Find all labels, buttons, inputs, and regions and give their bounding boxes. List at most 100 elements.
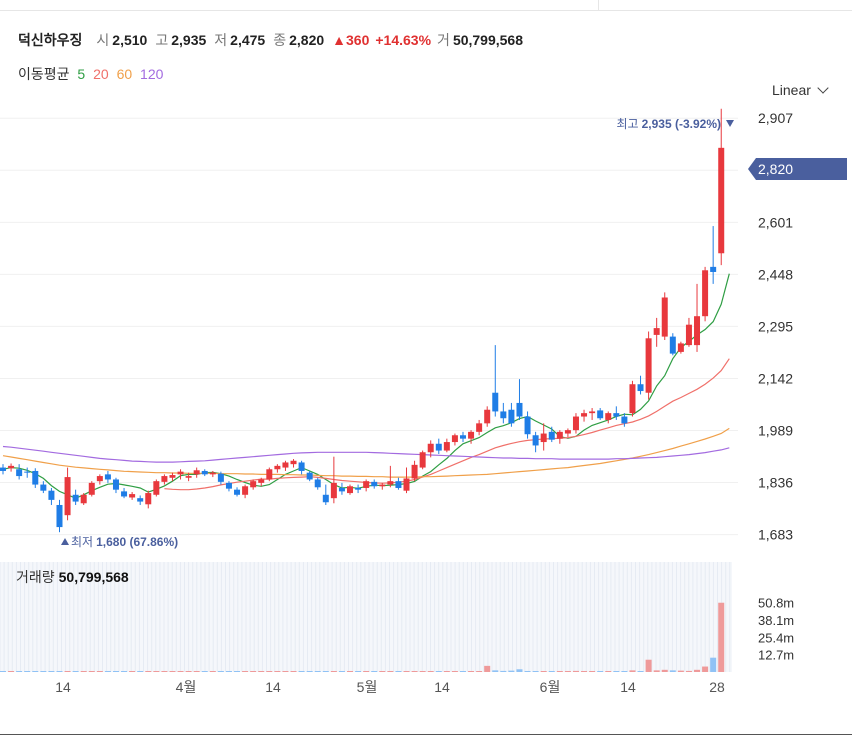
volume-bar: [395, 671, 402, 672]
candle-body: [193, 470, 200, 475]
low-annotation-label: 최저: [71, 535, 93, 549]
volume-panel-title: 거래량 50,799,568: [16, 569, 129, 585]
candle-body: [468, 431, 475, 439]
candle: [540, 423, 547, 451]
ma-60-label: 60: [116, 66, 133, 82]
volume-bar: [104, 671, 111, 672]
ma-120-label: 120: [140, 66, 164, 82]
candle: [524, 411, 531, 439]
candle: [250, 479, 257, 490]
candle: [411, 460, 418, 482]
candle: [201, 469, 208, 477]
candle: [605, 411, 612, 424]
volume-bar: [88, 671, 95, 672]
candle: [145, 490, 152, 509]
candle-body: [104, 474, 111, 480]
candle: [597, 408, 604, 420]
candle: [443, 438, 450, 453]
ma-5-line: [2, 273, 730, 499]
volume-bar: [532, 671, 539, 672]
candle: [16, 464, 23, 480]
volume-bar: [694, 669, 701, 672]
price-tick-label: 1,989: [758, 422, 793, 438]
candle-body: [476, 423, 483, 432]
volume-bar: [314, 671, 321, 672]
volume-bar: [605, 671, 612, 672]
candle-body: [201, 470, 208, 475]
high-label: 고: [155, 32, 169, 48]
candle-body: [330, 482, 337, 499]
candle-body: [581, 413, 588, 417]
candle-body: [40, 484, 47, 491]
candle: [435, 438, 442, 454]
volume-bar: [435, 671, 442, 672]
candle-body: [492, 392, 499, 412]
candle: [669, 333, 676, 356]
candle: [64, 467, 71, 521]
volume-bar: [427, 671, 434, 672]
candle-body: [661, 297, 668, 337]
volume-label: 거: [437, 32, 450, 48]
candle-body: [24, 471, 31, 473]
price-tick-label: 2,907: [758, 110, 793, 126]
candle-body: [395, 481, 402, 488]
candle: [581, 409, 588, 422]
candle: [282, 460, 289, 471]
volume-tick-label: 25.4m: [758, 630, 794, 645]
volume-bar: [685, 670, 692, 672]
volume-bar: [193, 671, 200, 672]
candle: [677, 341, 684, 354]
candle-body: [64, 477, 71, 516]
volume-bar: [137, 671, 144, 672]
candle: [40, 481, 47, 494]
scale-dropdown-label: Linear: [772, 82, 811, 98]
moving-average-legend: 이동평균 5 20 60 120: [18, 64, 167, 84]
candle-body: [185, 476, 192, 478]
volume-bar: [459, 671, 466, 672]
volume-bar: [589, 671, 596, 672]
volume-bar: [217, 671, 224, 672]
candle: [492, 345, 499, 417]
candle: [8, 463, 15, 472]
moving-average-label: 이동평균: [18, 66, 70, 82]
volume-bar: [322, 671, 329, 672]
volume-bar: [484, 665, 491, 672]
candle-body: [718, 147, 725, 254]
volume-bar: [40, 671, 47, 672]
candle: [121, 487, 128, 499]
candle-body: [556, 431, 563, 439]
candle: [234, 487, 241, 497]
candle: [694, 283, 701, 352]
candle: [306, 470, 313, 482]
candle-body: [80, 494, 87, 504]
date-tick-label: 6월: [540, 679, 561, 695]
last-price-tag: [748, 158, 847, 180]
candle-body: [298, 462, 305, 471]
candle: [564, 428, 571, 437]
candle-body: [290, 460, 297, 465]
volume-bar: [411, 671, 418, 672]
candle-body: [451, 435, 458, 443]
candle: [532, 431, 539, 453]
volume-bar: [290, 671, 297, 672]
candle-body: [597, 410, 604, 419]
candle: [32, 468, 39, 488]
candle-body: [322, 494, 329, 503]
volume-tick-label: 38.1m: [758, 613, 794, 628]
candle: [338, 482, 345, 495]
candle: [427, 440, 434, 458]
scale-dropdown[interactable]: Linear: [772, 82, 829, 98]
volume-bar: [0, 671, 6, 672]
candle-body: [8, 465, 15, 469]
candle: [589, 408, 596, 420]
low-marker-icon: [61, 538, 69, 545]
volume-bar: [48, 671, 55, 672]
candle: [637, 375, 644, 395]
volume-bar: [225, 671, 232, 672]
candle-body: [96, 476, 103, 482]
candle: [274, 464, 281, 473]
candle: [242, 484, 249, 499]
candle: [72, 489, 79, 505]
volume-bar: [121, 671, 128, 672]
